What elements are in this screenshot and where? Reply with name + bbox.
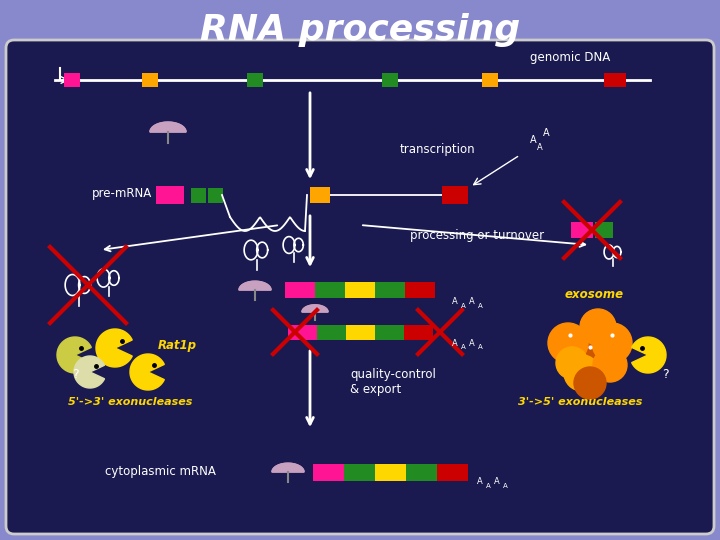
Circle shape	[580, 309, 616, 345]
Polygon shape	[150, 122, 186, 132]
Bar	[64, 73, 80, 87]
Text: A: A	[477, 344, 482, 350]
Text: A: A	[469, 339, 475, 348]
Text: Rat1p: Rat1p	[158, 339, 197, 352]
Polygon shape	[239, 281, 271, 290]
Bar	[375, 282, 405, 298]
Bar	[345, 282, 375, 298]
Text: A: A	[452, 339, 458, 348]
FancyBboxPatch shape	[6, 40, 714, 534]
Bar	[442, 186, 468, 204]
Bar	[403, 325, 433, 340]
Bar	[191, 187, 205, 202]
Bar	[312, 463, 343, 481]
Text: RNA processing: RNA processing	[200, 13, 520, 47]
Bar	[343, 463, 374, 481]
Text: A: A	[469, 298, 475, 307]
Bar	[310, 187, 330, 203]
Polygon shape	[74, 356, 104, 388]
Text: genomic DNA: genomic DNA	[530, 51, 610, 64]
Bar	[285, 282, 315, 298]
Text: A: A	[461, 344, 465, 350]
Bar	[374, 325, 403, 340]
Bar	[571, 222, 593, 238]
Text: A: A	[537, 143, 543, 152]
Bar	[207, 187, 222, 202]
Bar	[405, 463, 436, 481]
Bar	[317, 325, 346, 340]
Text: 3'->5' exonucleases: 3'->5' exonucleases	[518, 397, 642, 407]
Polygon shape	[130, 354, 164, 390]
Text: A: A	[477, 303, 482, 309]
Text: ?: ?	[72, 368, 78, 381]
Bar	[247, 73, 263, 87]
Text: A: A	[452, 298, 458, 307]
Text: exosome: exosome	[565, 288, 624, 301]
Circle shape	[593, 348, 627, 382]
Polygon shape	[96, 329, 132, 367]
Bar	[346, 325, 374, 340]
Polygon shape	[239, 281, 271, 290]
Text: cytoplasmic mRNA: cytoplasmic mRNA	[104, 465, 215, 478]
Circle shape	[562, 327, 618, 383]
Text: processing or turnover: processing or turnover	[410, 228, 544, 241]
Circle shape	[574, 367, 606, 399]
Circle shape	[556, 347, 588, 379]
Text: A: A	[503, 483, 508, 489]
Polygon shape	[302, 305, 328, 312]
Text: ?: ?	[662, 368, 668, 381]
Bar	[315, 282, 345, 298]
Bar	[287, 325, 317, 340]
Polygon shape	[631, 337, 666, 373]
Text: transcription: transcription	[400, 144, 476, 157]
Text: A: A	[530, 135, 536, 145]
Text: quality-control
& export: quality-control & export	[350, 368, 436, 396]
Bar	[436, 463, 467, 481]
Text: A: A	[543, 128, 549, 138]
Bar	[374, 463, 405, 481]
Bar	[405, 282, 435, 298]
Text: A: A	[461, 303, 465, 309]
Polygon shape	[302, 305, 328, 312]
Text: A: A	[494, 477, 500, 487]
Text: A: A	[477, 477, 483, 487]
Bar	[595, 222, 613, 238]
Bar	[382, 73, 398, 87]
Bar	[142, 73, 158, 87]
Bar	[604, 73, 626, 87]
Polygon shape	[272, 463, 304, 472]
Polygon shape	[57, 337, 91, 373]
Text: 5'->3' exonucleases: 5'->3' exonucleases	[68, 397, 192, 407]
Circle shape	[548, 323, 588, 363]
Text: pre-mRNA: pre-mRNA	[92, 186, 152, 199]
Text: A: A	[485, 483, 490, 489]
Polygon shape	[272, 463, 304, 472]
Polygon shape	[150, 122, 186, 132]
Circle shape	[592, 323, 632, 363]
Bar	[482, 73, 498, 87]
Circle shape	[564, 355, 600, 391]
Bar	[156, 186, 184, 204]
